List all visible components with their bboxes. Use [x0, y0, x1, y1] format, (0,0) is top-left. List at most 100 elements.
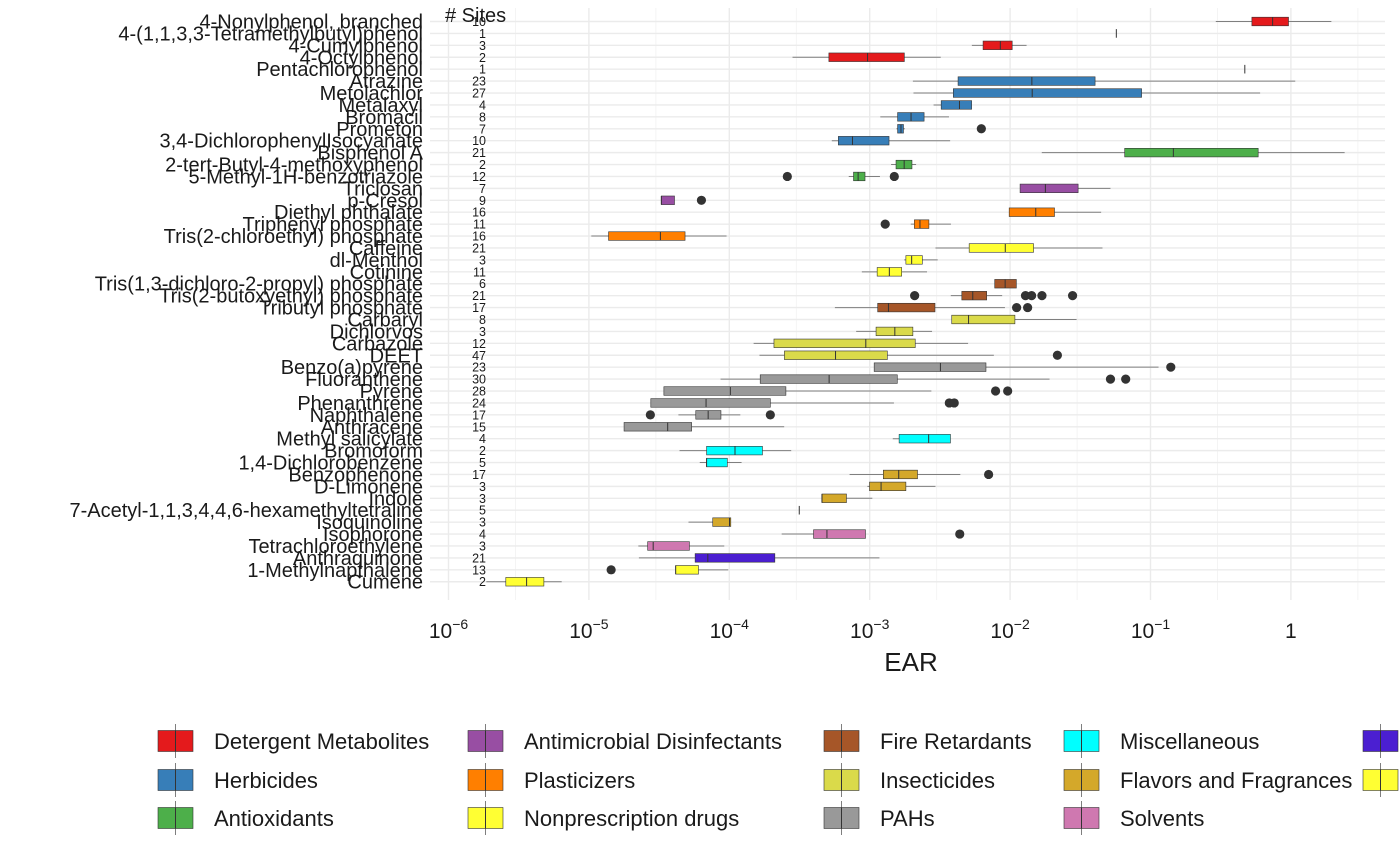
- outlier-point: [645, 410, 655, 420]
- outlier-point: [1037, 291, 1047, 301]
- sites-column-title: # Sites: [445, 5, 506, 27]
- category-label: 4-Nonylphenol, branched: [200, 12, 424, 34]
- site-count-label: 5: [479, 504, 486, 518]
- site-count-label: 17: [472, 408, 486, 422]
- outlier-point: [889, 171, 899, 182]
- site-count-label: 23: [472, 75, 486, 89]
- x-tick-label: 10−2: [990, 616, 1030, 643]
- outlier-point: [955, 529, 965, 539]
- outlier-point: [880, 219, 890, 229]
- category-labels: 4-Nonylphenol, branched4-(1,1,3,3-Tetram…: [69, 12, 423, 594]
- site-count-label: 21: [472, 289, 486, 303]
- x-tick-exponent: −4: [733, 616, 749, 632]
- category-label: Triclosan: [343, 178, 423, 200]
- category-label: 7-Acetyl-1,1,3,4,4,6-hexamethyltetraline: [69, 500, 423, 522]
- category-label: Metalaxyl: [339, 95, 423, 117]
- outlier-point: [984, 469, 994, 480]
- category-label: Anthraquinone: [293, 548, 423, 570]
- category-label: p-Cresol: [347, 190, 423, 212]
- site-count-label: 9: [479, 194, 486, 208]
- site-count-label: 21: [472, 146, 486, 160]
- outlier-point: [1012, 302, 1022, 313]
- x-tick-label: 10−1: [1131, 616, 1171, 643]
- box-diethyl-phthalate: [1008, 207, 1055, 217]
- x-tick-base: 10: [429, 620, 452, 643]
- box-benzo-a-pyrene: [873, 362, 987, 372]
- box-atrazine: [957, 76, 1096, 86]
- category-label: Isophorone: [323, 524, 423, 546]
- site-count-label: 3: [479, 325, 486, 339]
- legend-label: Detergent Metabolites: [214, 729, 429, 754]
- legend: Detergent Metabolites Antimicrobial Disin…: [157, 724, 1399, 835]
- category-label: Pentachlorophenol: [256, 59, 423, 81]
- box-dl-menthol: [905, 255, 923, 265]
- site-count-label: 4: [479, 98, 486, 112]
- outlier-point: [1105, 374, 1116, 384]
- outlier-point: [949, 398, 959, 408]
- site-count-label: 10: [472, 134, 486, 148]
- category-label: D-Limonene: [314, 476, 423, 498]
- category-label: Cotinine: [350, 262, 423, 284]
- category-label: Fluoranthene: [305, 369, 423, 391]
- category-label: Bromacil: [345, 107, 423, 129]
- outlier-point: [765, 410, 775, 420]
- box-methyl-salicylate: [898, 434, 951, 444]
- category-label: 3,4-DichlorophenylIsocyanate: [160, 131, 424, 153]
- category-label: Tributyl phosphate: [259, 298, 423, 320]
- x-tick-label: 10−6: [429, 616, 469, 643]
- legend-label: Flavors and Fragrances: [1120, 768, 1352, 793]
- legend-label: Antioxidants: [214, 806, 334, 831]
- category-label: Carbaryl: [347, 310, 423, 332]
- site-count-label: 12: [472, 170, 486, 184]
- box-3-4-dichlorophenylisocyanate: [838, 136, 890, 146]
- box-isoquinoline: [712, 517, 732, 527]
- category-label: 4-Cumylphenol: [288, 35, 423, 57]
- box-pyrene: [663, 386, 787, 396]
- site-count-label: 3: [479, 516, 486, 530]
- legend-label: Antimicrobial Disinfectants: [524, 729, 782, 754]
- x-axis-title: EAR: [884, 647, 937, 677]
- legend-label: PAHs: [880, 806, 935, 831]
- legend-item: Insecticides: [823, 763, 995, 797]
- x-axis-ticks: 10−6 10−5 10−4 10−3 10−2 10−1 1: [429, 616, 1297, 643]
- site-count-label: 2: [479, 158, 486, 172]
- category-label: 4-(1,1,3,3-Tetramethylbutyl)phenol: [118, 23, 423, 45]
- category-label: Cumene: [347, 572, 423, 594]
- box-cumene: [505, 577, 545, 587]
- outlier-point: [976, 124, 986, 134]
- box-carbaryl: [951, 314, 1016, 325]
- box-layer: [505, 16, 1289, 587]
- site-count-label: 23: [472, 361, 486, 375]
- legend-label: Insecticides: [880, 768, 995, 793]
- outlier-point: [1027, 291, 1037, 301]
- site-count-label: 2: [479, 51, 486, 65]
- site-count-label: 6: [479, 277, 486, 291]
- category-label: Phenanthrene: [297, 393, 423, 415]
- outlier-point: [606, 565, 616, 575]
- site-count-label: 7: [479, 182, 486, 196]
- site-count-label: 28: [472, 385, 486, 399]
- box-5-methyl-1h-benzotriazole: [853, 171, 866, 182]
- box-p-cresol: [661, 195, 675, 205]
- box-bisphenol-a: [1124, 148, 1259, 158]
- category-label: Metolachlor: [320, 83, 424, 105]
- box-tributyl-phosphate: [877, 302, 936, 313]
- box-carbazole: [773, 338, 916, 348]
- site-count-label: 30: [472, 373, 486, 387]
- outlier-point: [1121, 374, 1131, 384]
- box-1-methylnapthalene: [675, 565, 699, 575]
- category-label: Tetrachloroethylene: [248, 536, 423, 558]
- site-count-label: 3: [479, 39, 486, 53]
- box-caffeine: [968, 243, 1034, 253]
- x-tick-exponent: −2: [1014, 616, 1030, 632]
- site-count-label: 8: [479, 110, 486, 124]
- category-label: 4-Octylphenol: [300, 47, 423, 69]
- box-benzophenone: [883, 469, 918, 480]
- box-triphenyl-phosphate: [914, 219, 930, 229]
- outlier-point: [1023, 302, 1033, 313]
- site-count-label: 15: [472, 420, 486, 434]
- legend-item: Fire Retardants: [823, 724, 1032, 758]
- outlier-point: [1166, 362, 1176, 372]
- site-count-label: 24: [472, 396, 486, 410]
- legend-label: Fire Retardants: [880, 729, 1032, 754]
